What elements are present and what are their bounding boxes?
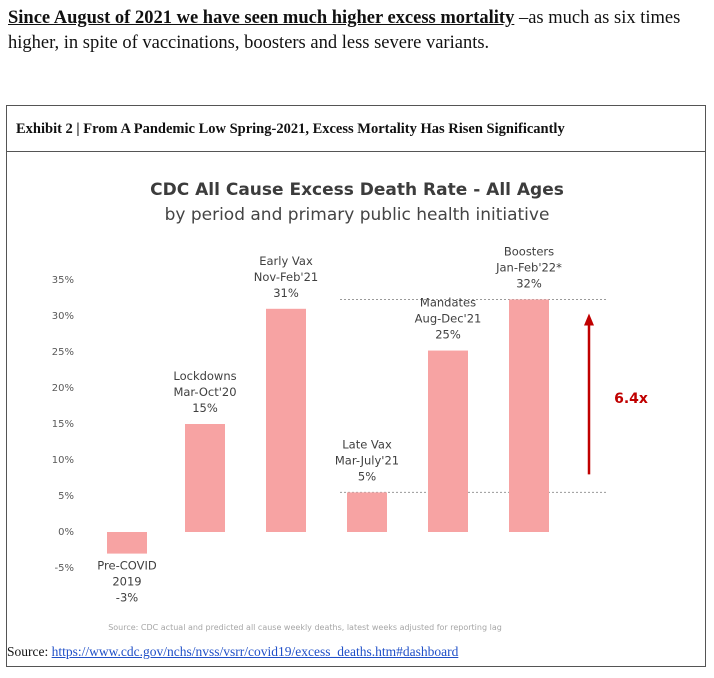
intro-bold-text: Since August of 2021 we have seen much h… bbox=[8, 8, 515, 28]
bar-period-label: 2019 bbox=[112, 575, 141, 589]
growth-arrow-head bbox=[584, 313, 594, 326]
bar bbox=[266, 308, 306, 532]
bar-period-label: Mar-July'21 bbox=[335, 453, 399, 467]
exhibit-box: Exhibit 2 | From A Pandemic Low Spring-2… bbox=[6, 105, 706, 667]
chart-source-note: Source: CDC actual and predicted all cau… bbox=[108, 623, 502, 632]
bar-value-label: 32% bbox=[516, 276, 542, 290]
bar-value-label: -3% bbox=[116, 591, 138, 605]
y-tick-label: 25% bbox=[52, 347, 74, 358]
y-tick-label: 5% bbox=[58, 491, 74, 502]
bar-category-label: Pre-COVID bbox=[97, 559, 157, 573]
excess-death-chart: -5% 0% 5% 10% 15% 20% 25% 30% 35% Pre-COVID 2019 -3… bbox=[52, 244, 648, 632]
y-tick-label: -5% bbox=[55, 563, 74, 574]
source-label: Source: bbox=[7, 644, 52, 659]
bar-category-label: Lockdowns bbox=[173, 369, 236, 383]
bar-category-label: Late Vax bbox=[342, 437, 392, 451]
y-tick-label: 15% bbox=[52, 419, 74, 430]
y-tick-label: 30% bbox=[52, 311, 74, 322]
bar-category-label: Early Vax bbox=[259, 254, 313, 268]
chart-subtitle: by period and primary public health init… bbox=[164, 205, 550, 225]
y-tick-label: 0% bbox=[58, 527, 74, 538]
intro-rest-text: –as much as six times higher, in spite o… bbox=[8, 8, 681, 53]
bar-value-label: 5% bbox=[358, 469, 376, 483]
bar bbox=[428, 350, 468, 532]
y-tick-label: 20% bbox=[52, 383, 74, 394]
growth-multiplier-label: 6.4x bbox=[614, 391, 648, 407]
bar-category-label: Mandates bbox=[420, 296, 476, 310]
bar bbox=[509, 299, 549, 532]
source-link[interactable]: https://www.cdc.gov/nchs/nvss/vsrr/covid… bbox=[51, 644, 459, 659]
bar-category-label: Boosters bbox=[504, 244, 554, 258]
bar-period-label: Jan-Feb'22* bbox=[495, 260, 562, 274]
bar bbox=[107, 532, 147, 554]
intro-paragraph: Since August of 2021 we have seen much h… bbox=[8, 6, 708, 56]
exhibit-header: Exhibit 2 | From A Pandemic Low Spring-2… bbox=[7, 106, 705, 152]
chart-title: CDC All Cause Excess Death Rate - All Ag… bbox=[150, 180, 564, 200]
bar-period-label: Nov-Feb'21 bbox=[254, 270, 318, 284]
bar bbox=[185, 424, 225, 532]
bar-value-label: 31% bbox=[273, 286, 299, 300]
bar-period-label: Mar-Oct'20 bbox=[173, 385, 236, 399]
source-line: Source: https://www.cdc.gov/nchs/nvss/vs… bbox=[7, 644, 458, 660]
y-tick-label: 10% bbox=[52, 455, 74, 466]
bar-period-label: Aug-Dec'21 bbox=[415, 312, 482, 326]
bar-value-label: 25% bbox=[435, 328, 461, 342]
bar-value-label: 15% bbox=[192, 401, 218, 415]
y-tick-label: 35% bbox=[52, 275, 74, 286]
bar bbox=[347, 492, 387, 532]
